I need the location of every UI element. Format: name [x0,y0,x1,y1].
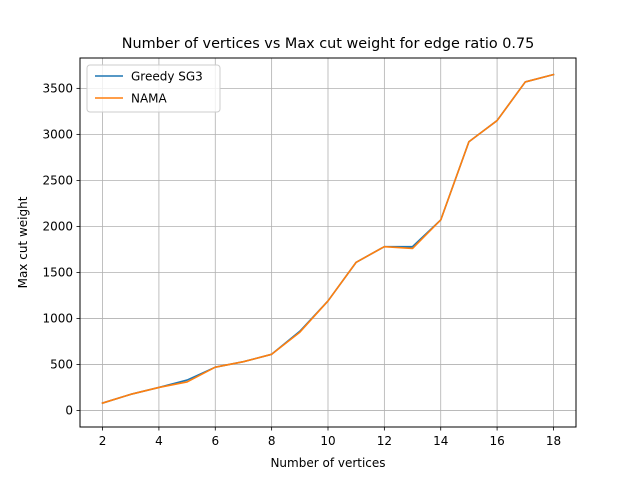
y-tick-label: 2500 [42,174,73,188]
legend-label: Greedy SG3 [131,69,203,83]
series-line-2 [101,73,555,405]
y-tick-label: 3000 [42,128,73,142]
legend: Greedy SG3 NAMA [86,64,221,113]
x-tick-label: 12 [377,434,392,448]
x-tick-label: 8 [268,434,276,448]
series-lines [101,73,555,405]
x-tick-label: 2 [99,434,107,448]
y-axis-label: Max cut weight [16,196,30,288]
x-tick-label: 14 [433,434,448,448]
x-tick-label: 10 [320,434,335,448]
y-tick-label: 2000 [42,220,73,234]
y-axis-ticks: 0 500 1000 1500 2000 2500 3000 3500 [42,82,80,418]
x-tick-label: 4 [155,434,163,448]
x-axis-ticks: 2 4 6 8 10 12 14 16 18 [99,427,561,448]
y-tick-label: 0 [65,404,73,418]
y-tick-label: 1500 [42,266,73,280]
x-tick-label: 18 [546,434,561,448]
x-tick-label: 16 [489,434,504,448]
x-tick-label: 6 [211,434,219,448]
y-tick-label: 1000 [42,312,73,326]
chart-title: Number of vertices vs Max cut weight for… [122,36,535,52]
x-axis-label: Number of vertices [270,456,385,470]
y-tick-label: 500 [50,358,73,372]
y-tick-label: 3500 [42,82,73,96]
legend-label: NAMA [131,91,168,105]
